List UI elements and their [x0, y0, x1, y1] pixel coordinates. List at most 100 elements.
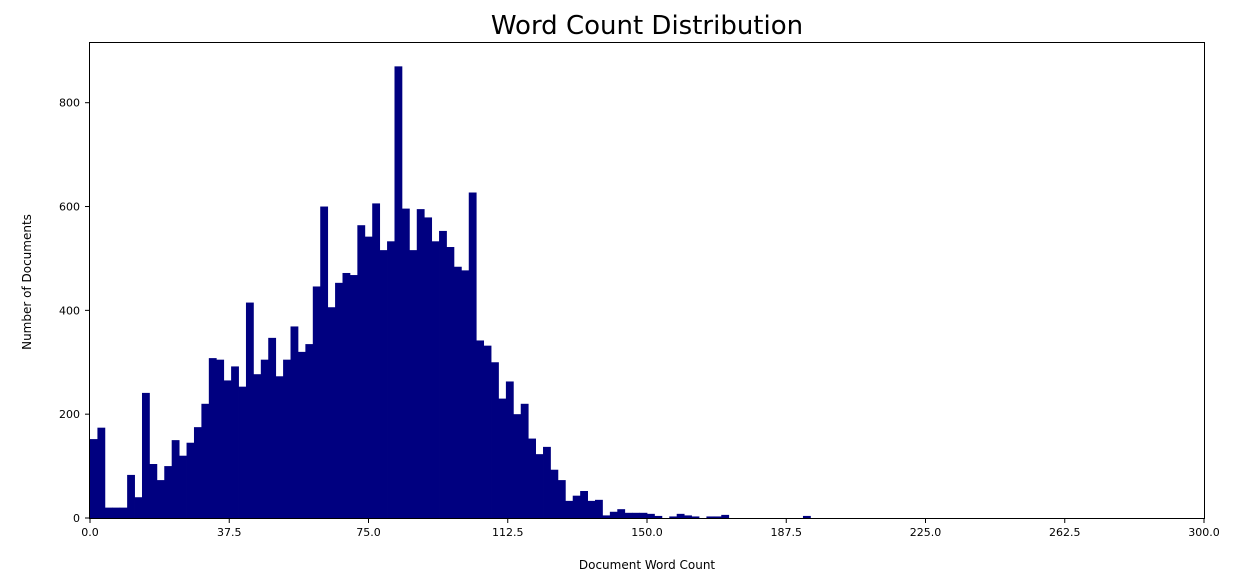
histogram-bar	[186, 442, 195, 518]
histogram-bar	[609, 511, 618, 518]
histogram-bar	[223, 380, 232, 518]
histogram-bar	[721, 514, 730, 518]
x-tick-label: 150.0	[631, 526, 663, 539]
histogram-bar	[283, 359, 291, 518]
histogram-bar	[335, 282, 343, 518]
histogram-bar	[275, 376, 284, 518]
histogram-bar	[535, 454, 544, 518]
histogram-bar	[550, 469, 559, 518]
x-tick-label: 225.0	[910, 526, 942, 539]
histogram-bar	[684, 515, 692, 518]
histogram-bar	[364, 236, 373, 518]
x-axis-ticks: 0.0 37.5 75.0 112.5 150.0 187.5 225.0 262.5 300.…	[81, 518, 1220, 539]
x-tick-label: 37.5	[217, 526, 242, 539]
histogram-bar	[424, 217, 433, 519]
histogram-bar	[528, 438, 536, 518]
histogram-bar	[327, 307, 336, 518]
histogram-bar	[379, 250, 388, 518]
histogram-bar	[297, 351, 306, 518]
bars-group	[90, 66, 811, 519]
histogram-bar	[245, 302, 254, 518]
histogram-bar	[483, 345, 492, 518]
histogram-bar	[654, 515, 663, 518]
x-tick-label: 112.5	[492, 526, 524, 539]
histogram-bar	[312, 286, 321, 518]
y-tick-label: 400	[59, 304, 80, 317]
histogram-bar	[149, 464, 158, 518]
x-tick-label: 187.5	[771, 526, 803, 539]
histogram-bar	[201, 403, 210, 518]
histogram-bar	[268, 337, 277, 518]
histogram-bar	[394, 66, 403, 518]
histogram-bar	[305, 344, 314, 518]
histogram-bar	[231, 366, 239, 518]
histogram-bar	[431, 241, 440, 518]
x-tick-label: 75.0	[356, 526, 381, 539]
histogram-bar	[409, 250, 418, 518]
histogram-bar	[802, 515, 811, 518]
histogram-bar	[446, 247, 455, 518]
histogram-bar	[260, 359, 269, 518]
histogram-bar	[171, 440, 180, 518]
histogram-bar	[349, 275, 358, 518]
histogram-bar	[639, 512, 648, 518]
histogram-bar	[342, 272, 351, 518]
histogram-bar	[416, 209, 425, 518]
histogram-bar	[669, 516, 678, 518]
histogram-bar	[565, 500, 574, 518]
histogram-bar	[453, 266, 462, 518]
histogram-bar	[476, 340, 485, 518]
histogram-bar	[580, 491, 588, 518]
histogram-bar	[602, 515, 611, 518]
histogram-bar	[572, 495, 581, 518]
histogram-bar	[513, 414, 522, 518]
chart-title: Word Count Distribution	[491, 11, 803, 41]
x-tick-label: 300.0	[1188, 526, 1220, 539]
histogram-bar	[208, 358, 217, 518]
histogram-bar	[238, 386, 247, 518]
histogram-bar	[119, 507, 128, 518]
y-axis-ticks: 0 200 400 600 800	[59, 97, 90, 525]
histogram-bar	[632, 512, 640, 518]
histogram-bar	[112, 507, 121, 518]
histogram-bar	[691, 516, 700, 518]
histogram-bar	[505, 381, 514, 518]
histogram-bar	[439, 230, 447, 518]
histogram-bar	[647, 513, 655, 518]
histogram-bar	[498, 398, 507, 518]
histogram-bar	[97, 427, 106, 518]
histogram-bar	[179, 455, 187, 518]
histogram-bar	[156, 480, 165, 518]
y-tick-label: 800	[59, 97, 80, 110]
histogram-bar	[387, 241, 395, 518]
histogram-bar	[104, 507, 113, 518]
histogram-bar	[320, 206, 329, 518]
histogram-bar	[617, 509, 626, 518]
y-tick-label: 200	[59, 408, 80, 421]
histogram-bar	[595, 499, 603, 518]
histogram-bar	[141, 392, 150, 518]
x-tick-label: 0.0	[81, 526, 99, 539]
histogram-bar	[164, 466, 173, 518]
histogram-bar	[357, 225, 366, 518]
histogram-bar	[290, 326, 299, 518]
histogram-bar	[216, 359, 225, 518]
histogram-bar	[491, 362, 499, 518]
histogram-bar	[401, 208, 410, 519]
histogram-bar	[468, 192, 477, 519]
histogram-bar	[134, 497, 143, 518]
histogram-bar	[461, 270, 470, 518]
histogram-bar	[587, 500, 596, 518]
y-tick-label: 0	[73, 512, 80, 525]
histogram-bar	[90, 439, 98, 518]
histogram-bar	[557, 480, 566, 518]
histogram-bar	[713, 516, 722, 518]
histogram-bar	[193, 427, 202, 518]
histogram-bar	[624, 512, 633, 518]
histogram-bar	[676, 513, 685, 518]
x-tick-label: 262.5	[1049, 526, 1081, 539]
histogram-bar	[127, 474, 135, 518]
histogram-bar	[520, 403, 529, 518]
y-axis-label: Number of Documents	[20, 214, 34, 350]
